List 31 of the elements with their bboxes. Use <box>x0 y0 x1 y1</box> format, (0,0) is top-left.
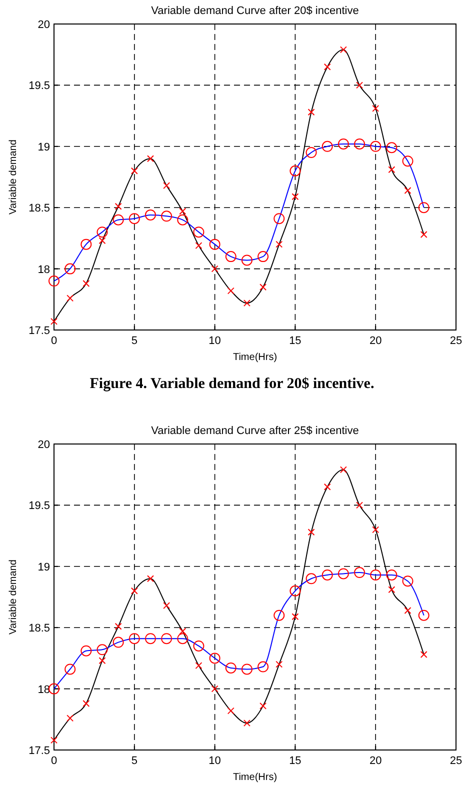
x-tick-label: 20 <box>369 335 382 347</box>
y-tick-label: 19 <box>38 561 50 574</box>
y-tick-label: 18 <box>38 684 50 696</box>
y-tick-label: 18 <box>38 264 50 276</box>
x-tick-label: 25 <box>450 755 462 767</box>
y-tick-label: 19 <box>38 141 50 154</box>
x-tick-label: 25 <box>450 335 462 347</box>
x-axis-title: Time(Hrs) <box>232 772 278 783</box>
y-tick-label: 19.5 <box>28 80 50 92</box>
chart-title: Variable demand Curve after 25$ incentive <box>151 425 359 437</box>
x-tick-label: 5 <box>131 335 138 347</box>
chart-title: Variable demand Curve after 20$ incentive <box>151 5 359 17</box>
x-axis-title: Time(Hrs) <box>232 352 278 363</box>
x-tick-label: 15 <box>289 335 302 347</box>
y-tick-label: 19.5 <box>28 500 50 512</box>
x-tick-label: 20 <box>369 755 382 767</box>
x-tick-label: 5 <box>131 755 138 767</box>
x-tick-label: 0 <box>50 335 58 347</box>
y-axis-title: Variable demand <box>8 140 19 214</box>
caption: Figure 4. Variable demand for 20$ incentive. <box>90 376 374 392</box>
x-tick-label: 10 <box>208 335 221 347</box>
y-tick-label: 17.5 <box>28 745 50 757</box>
x-tick-label: 0 <box>50 755 58 767</box>
y-tick-label: 18.5 <box>28 622 50 635</box>
y-tick-label: 20 <box>38 439 50 451</box>
y-tick-label: 20 <box>38 19 50 31</box>
y-tick-label: 17.5 <box>28 325 50 337</box>
x-tick-label: 15 <box>289 755 302 767</box>
y-tick-label: 18.5 <box>28 202 50 215</box>
x-tick-label: 10 <box>208 755 221 767</box>
y-axis-title: Variable demand <box>8 560 19 634</box>
